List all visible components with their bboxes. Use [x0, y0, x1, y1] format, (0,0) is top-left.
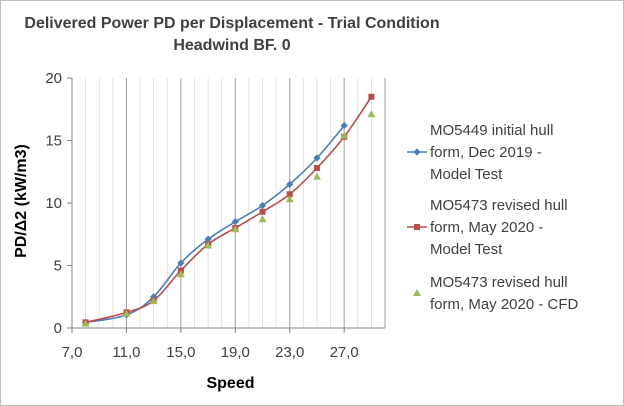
- data-point-series-2: [81, 319, 90, 327]
- data-point-series-2: [204, 241, 213, 249]
- data-point-series-2: [231, 225, 240, 233]
- data-point-series-1: [259, 208, 266, 215]
- legend-marker-1: [414, 224, 420, 230]
- x-tick-label: 23,0: [275, 344, 304, 361]
- legend-label-series-1: form, May 2020 -: [430, 219, 543, 236]
- x-tick-label: 15,0: [166, 344, 195, 361]
- series-line-0: [85, 124, 345, 324]
- y-tick-label: 0: [54, 320, 62, 337]
- x-axis-title: Speed: [206, 375, 254, 392]
- y-tick-label: 10: [45, 195, 62, 212]
- data-point-series-1: [286, 191, 293, 198]
- data-point-series-2: [312, 172, 321, 180]
- data-point-series-0: [204, 235, 212, 243]
- chart-title-line: Delivered Power PD per Displacement - Tr…: [24, 15, 439, 32]
- data-point-series-2: [122, 309, 131, 317]
- chart-title-line: Headwind BF. 0: [173, 37, 290, 54]
- data-point-series-1: [313, 165, 320, 171]
- data-point-series-0: [313, 154, 321, 162]
- data-point-series-2: [285, 195, 294, 203]
- legend-marker-2: [413, 289, 421, 296]
- y-tick-label: 15: [45, 133, 62, 150]
- series-line-1: [85, 96, 373, 324]
- legend-label-series-0: form, Dec 2019 -: [430, 144, 542, 161]
- legend-label-series-0: MO5449 initial hull: [430, 122, 553, 139]
- y-tick-label: 20: [45, 70, 62, 87]
- data-point-series-2: [340, 131, 349, 139]
- legend-marker-0: [413, 148, 421, 156]
- data-point-series-0: [340, 121, 348, 130]
- x-tick-label: 11,0: [112, 344, 140, 361]
- data-point-series-0: [231, 218, 239, 226]
- legend-label-series-2: form, May 2020 - CFD: [430, 296, 579, 313]
- legend-label-series-1: MO5473 revised hull: [430, 197, 568, 214]
- data-point-series-2: [176, 270, 185, 278]
- data-point-series-2: [258, 215, 267, 223]
- legend-label-series-1: Model Test: [430, 241, 503, 258]
- data-point-series-0: [258, 201, 267, 210]
- x-tick-label: 19,0: [221, 344, 250, 361]
- x-tick-label: 7,0: [62, 344, 83, 361]
- legend-label-series-2: MO5473 revised hull: [430, 274, 568, 291]
- y-tick-label: 5: [54, 258, 62, 275]
- legend-label-series-0: Model Test: [430, 166, 503, 183]
- y-axis-title: PD/Δ2 (kW/m3): [13, 144, 30, 258]
- data-point-series-0: [177, 259, 185, 267]
- data-point-series-2: [149, 297, 158, 305]
- data-point-series-2: [367, 110, 376, 118]
- x-tick-label: 27,0: [330, 344, 359, 361]
- data-point-series-1: [368, 93, 375, 100]
- data-point-series-0: [286, 180, 294, 188]
